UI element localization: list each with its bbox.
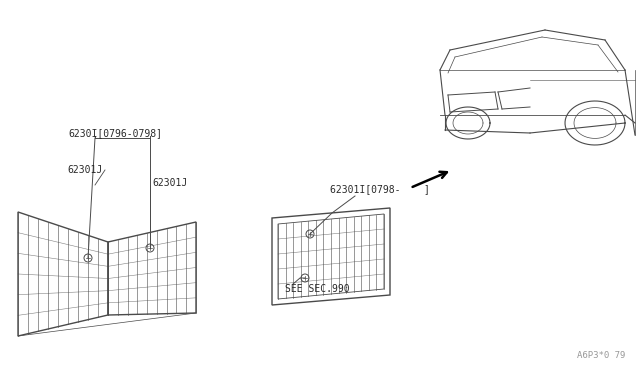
Text: 62301J: 62301J [67, 165, 102, 175]
Text: 62301I[0798-    ]: 62301I[0798- ] [330, 184, 430, 194]
Text: SEE SEC.990: SEE SEC.990 [285, 284, 349, 294]
Text: 62301J: 62301J [152, 178, 188, 188]
Text: 6230I[0796-0798]: 6230I[0796-0798] [68, 128, 162, 138]
Text: A6P3*0 79: A6P3*0 79 [577, 351, 625, 360]
